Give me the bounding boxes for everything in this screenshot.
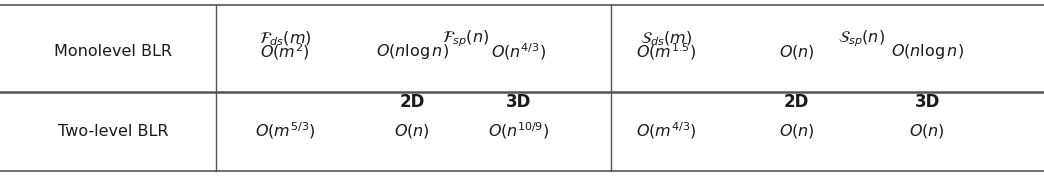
Text: $\mathcal{F}_{sp}(n)$: $\mathcal{F}_{sp}(n)$ (442, 28, 490, 49)
Text: $O(n\log n)$: $O(n\log n)$ (891, 42, 964, 61)
Text: $\mathcal{S}_{sp}(n)$: $\mathcal{S}_{sp}(n)$ (838, 28, 885, 49)
Text: $O(n)$: $O(n)$ (909, 122, 945, 140)
Text: $O(n^{10/9})$: $O(n^{10/9})$ (489, 121, 549, 142)
Text: $O(n^{4/3})$: $O(n^{4/3})$ (492, 42, 546, 62)
Text: $O(m^{4/3})$: $O(m^{4/3})$ (636, 121, 696, 142)
Text: $O(m^{1.5})$: $O(m^{1.5})$ (636, 42, 696, 62)
Text: $\mathcal{S}_{ds}(m)$: $\mathcal{S}_{ds}(m)$ (640, 30, 692, 48)
Text: 2D: 2D (784, 93, 809, 111)
Text: $O(m^{5/3})$: $O(m^{5/3})$ (255, 121, 315, 142)
Text: 2D: 2D (400, 93, 425, 111)
Text: $O(n)$: $O(n)$ (779, 43, 814, 61)
Text: 3D: 3D (915, 93, 940, 111)
Text: $O(m^{2})$: $O(m^{2})$ (260, 42, 310, 62)
Text: Two-level BLR: Two-level BLR (57, 124, 168, 139)
Text: Monolevel BLR: Monolevel BLR (53, 44, 172, 59)
Text: $O(n)$: $O(n)$ (395, 122, 430, 140)
Text: $\mathcal{F}_{ds}(m)$: $\mathcal{F}_{ds}(m)$ (259, 30, 311, 48)
Text: $O(n\log n)$: $O(n\log n)$ (376, 42, 449, 61)
Text: 3D: 3D (506, 93, 531, 111)
Text: $O(n)$: $O(n)$ (779, 122, 814, 140)
